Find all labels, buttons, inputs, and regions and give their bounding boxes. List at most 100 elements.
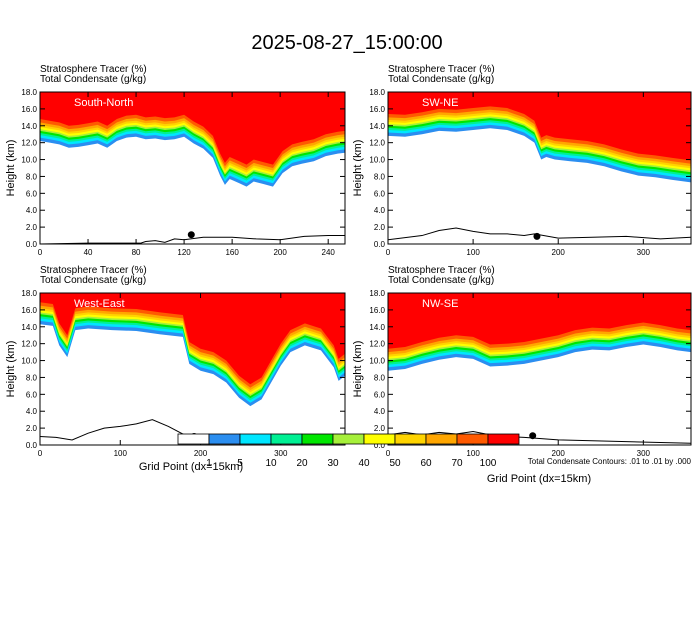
x-tick-label: 100 bbox=[466, 248, 480, 257]
y-tick-label: 2.0 bbox=[26, 424, 38, 433]
panel-label: NW-SE bbox=[422, 298, 458, 310]
panel-2-plot-area bbox=[388, 92, 691, 244]
y-tick-label: 10.0 bbox=[21, 156, 37, 165]
y-tick-label: 4.0 bbox=[374, 407, 386, 416]
colorbar-label: 50 bbox=[389, 458, 401, 469]
panel-2-field-label-1: Stratosphere Tracer (%) bbox=[388, 64, 495, 75]
y-tick-label: 10.0 bbox=[369, 357, 385, 366]
colorbar-swatch-8 bbox=[394, 433, 427, 445]
station-marker bbox=[187, 231, 195, 239]
x-tick-label: 200 bbox=[552, 449, 566, 458]
y-tick-label: 10.0 bbox=[369, 156, 385, 165]
panel-1-ylabel: Height (km) bbox=[5, 140, 17, 197]
panel-3-field-label-2: Total Condensate (g/kg) bbox=[40, 275, 146, 286]
station-marker bbox=[533, 232, 541, 240]
colorbar-label: 10 bbox=[265, 458, 277, 469]
colorbar-swatch-2 bbox=[208, 433, 241, 445]
colorbar-label: 5 bbox=[237, 458, 243, 469]
y-tick-label: 12.0 bbox=[21, 340, 37, 349]
terrain-line bbox=[388, 227, 691, 241]
y-tick-label: 6.0 bbox=[374, 390, 386, 399]
y-tick-label: 14.0 bbox=[21, 323, 37, 332]
panel-2: SW-NE 0.0 2.0 4.0 6.0 8.0 10.0 12.0 14.0 16.0 18.0… bbox=[369, 88, 692, 257]
y-tick-label: 14.0 bbox=[369, 323, 385, 332]
y-tick-label: 18.0 bbox=[21, 88, 37, 97]
panel-2-ylabel: Height (km) bbox=[352, 140, 364, 197]
panel-3-xlabel: Grid Point (dx=15km) bbox=[139, 461, 243, 473]
x-tick-label: 0 bbox=[386, 449, 391, 458]
x-tick-label: 200 bbox=[273, 248, 287, 257]
y-tick-label: 18.0 bbox=[21, 289, 37, 298]
figure-title: 2025-08-27_15:00:00 bbox=[251, 32, 442, 54]
y-tick-label: 14.0 bbox=[369, 122, 385, 131]
y-tick-label: 16.0 bbox=[21, 306, 37, 315]
tracer-band-10 bbox=[388, 92, 691, 161]
colorbar-swatch-9 bbox=[425, 433, 458, 445]
y-tick-label: 12.0 bbox=[369, 340, 385, 349]
x-tick-label: 80 bbox=[132, 248, 141, 257]
x-tick-label: 0 bbox=[38, 248, 43, 257]
colorbar-swatch-11 bbox=[487, 433, 520, 445]
tracer-band-10 bbox=[40, 92, 345, 165]
panel-4: NW-SE 0.0 2.0 4.0 6.0 8.0 10.0 12.0 14.0 16.0 18.0… bbox=[369, 289, 692, 458]
panel-1-field-label-2: Total Condensate (g/kg) bbox=[40, 74, 146, 85]
colorbar-swatch-6 bbox=[332, 433, 365, 445]
colorbar-label: 100 bbox=[480, 458, 497, 469]
y-tick-label: 0.0 bbox=[374, 441, 386, 450]
y-tick-label: 18.0 bbox=[369, 88, 385, 97]
panels-layer: South-North 0.0 2.0 4.0 6.0 8.0 10.0 12.0 14.0 16… bbox=[21, 88, 692, 458]
x-tick-label: 200 bbox=[552, 248, 566, 257]
y-tick-label: 12.0 bbox=[369, 139, 385, 148]
y-tick-label: 2.0 bbox=[374, 424, 386, 433]
colorbar-swatch-10 bbox=[456, 433, 489, 445]
x-tick-label: 300 bbox=[637, 248, 651, 257]
tracer-band-10 bbox=[40, 293, 345, 385]
tracer-band-10 bbox=[388, 293, 691, 349]
y-tick-label: 18.0 bbox=[369, 289, 385, 298]
y-tick-label: 6.0 bbox=[26, 189, 38, 198]
x-tick-label: 40 bbox=[84, 248, 93, 257]
y-tick-label: 6.0 bbox=[26, 390, 38, 399]
y-tick-label: 16.0 bbox=[21, 105, 37, 114]
panel-3-field-label-1: Stratosphere Tracer (%) bbox=[40, 265, 147, 276]
panel-label: West-East bbox=[74, 298, 125, 310]
colorbar-label: 60 bbox=[420, 458, 432, 469]
colorbar-swatch-7 bbox=[363, 433, 396, 445]
y-tick-label: 2.0 bbox=[374, 223, 386, 232]
colorbar-swatch-5 bbox=[301, 433, 334, 445]
y-tick-label: 8.0 bbox=[374, 373, 386, 382]
x-tick-label: 300 bbox=[637, 449, 651, 458]
contour-note: Total Condensate Contours: .01 to .01 by… bbox=[528, 457, 692, 466]
panel-label: SW-NE bbox=[422, 97, 458, 109]
y-tick-label: 14.0 bbox=[21, 122, 37, 131]
colorbar-swatch-3 bbox=[239, 433, 272, 445]
y-tick-label: 8.0 bbox=[26, 172, 38, 181]
panel-4-xlabel: Grid Point (dx=15km) bbox=[487, 473, 591, 485]
x-tick-label: 300 bbox=[274, 449, 288, 458]
y-tick-label: 2.0 bbox=[26, 223, 38, 232]
colorbar-label: 20 bbox=[296, 458, 308, 469]
y-tick-label: 8.0 bbox=[26, 373, 38, 382]
panel-label: South-North bbox=[74, 97, 133, 109]
panel-4-ylabel: Height (km) bbox=[352, 341, 364, 398]
y-tick-label: 16.0 bbox=[369, 105, 385, 114]
panel-frame bbox=[387, 292, 692, 446]
y-tick-label: 0.0 bbox=[374, 240, 386, 249]
panel-4-field-label-2: Total Condensate (g/kg) bbox=[388, 275, 494, 286]
panel-1-field-label-1: Stratosphere Tracer (%) bbox=[40, 64, 147, 75]
colorbar-label: 40 bbox=[358, 458, 370, 469]
y-tick-label: 4.0 bbox=[26, 206, 38, 215]
panel-frame bbox=[39, 91, 346, 245]
panel-1-plot-area bbox=[40, 92, 345, 244]
colorbar: 1 5 10 20 30 40 50 60 70 100 bbox=[177, 433, 520, 469]
x-tick-label: 200 bbox=[194, 449, 208, 458]
panel-4-plot-area bbox=[388, 293, 691, 445]
y-tick-label: 6.0 bbox=[374, 189, 386, 198]
y-tick-label: 0.0 bbox=[26, 441, 38, 450]
x-tick-label: 100 bbox=[466, 449, 480, 458]
panel-1: South-North 0.0 2.0 4.0 6.0 8.0 10.0 12.0 14.0 16… bbox=[21, 88, 346, 257]
y-tick-label: 4.0 bbox=[26, 407, 38, 416]
panel-3-ylabel: Height (km) bbox=[5, 341, 17, 398]
y-tick-label: 12.0 bbox=[21, 139, 37, 148]
